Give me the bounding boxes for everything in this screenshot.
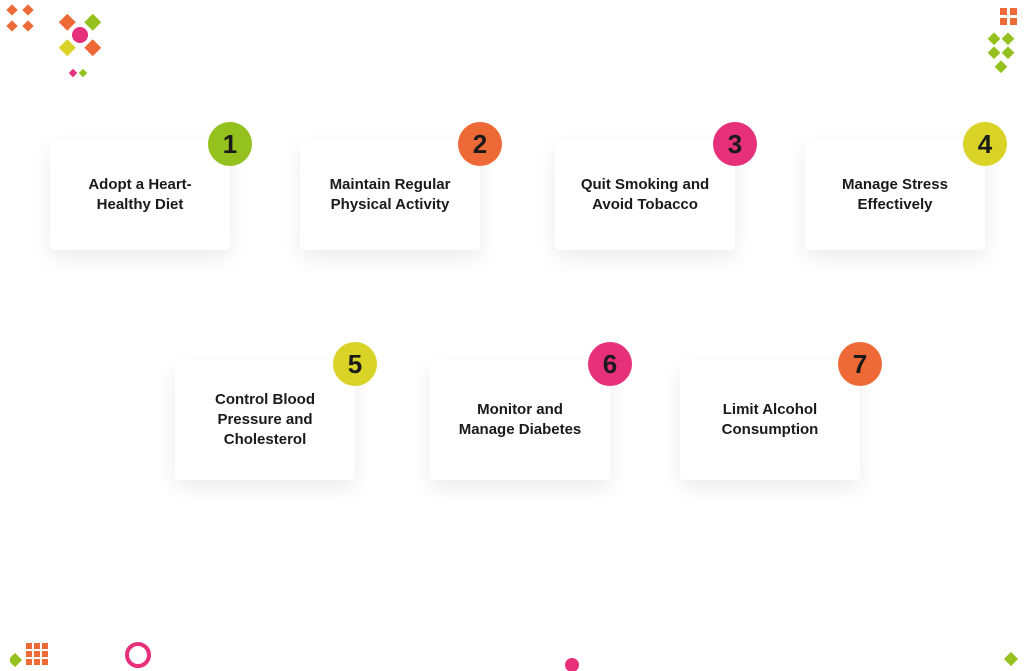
step-card-3: Quit Smoking and Avoid Tobacco bbox=[555, 140, 735, 250]
step-number: 6 bbox=[603, 349, 617, 380]
step-card-2: Maintain Regular Physical Activity bbox=[300, 140, 480, 250]
step-badge-6: 6 bbox=[588, 342, 632, 386]
step-badge-2: 2 bbox=[458, 122, 502, 166]
step-label: Adopt a Heart-Healthy Diet bbox=[72, 175, 208, 216]
deco-top-right bbox=[960, 0, 1024, 90]
deco-bottom-right bbox=[994, 640, 1024, 671]
step-label: Control Blood Pressure and Cholesterol bbox=[197, 390, 333, 451]
step-badge-4: 4 bbox=[963, 122, 1007, 166]
deco-top-left bbox=[0, 0, 140, 100]
step-label: Maintain Regular Physical Activity bbox=[322, 175, 458, 216]
deco-bottom-center bbox=[560, 647, 584, 671]
step-label: Quit Smoking and Avoid Tobacco bbox=[577, 175, 713, 216]
step-number: 7 bbox=[853, 349, 867, 380]
step-badge-1: 1 bbox=[208, 122, 252, 166]
step-badge-7: 7 bbox=[838, 342, 882, 386]
step-number: 4 bbox=[978, 129, 992, 160]
step-badge-3: 3 bbox=[713, 122, 757, 166]
step-card-5: Control Blood Pressure and Cholesterol bbox=[175, 360, 355, 480]
step-card-7: Limit Alcohol Consumption bbox=[680, 360, 860, 480]
step-label: Monitor and Manage Diabetes bbox=[452, 400, 588, 441]
step-badge-5: 5 bbox=[333, 342, 377, 386]
step-number: 1 bbox=[223, 129, 237, 160]
step-label: Limit Alcohol Consumption bbox=[702, 400, 838, 441]
step-card-1: Adopt a Heart-Healthy Diet bbox=[50, 140, 230, 250]
infographic-canvas: Adopt a Heart-Healthy Diet 1 Maintain Re… bbox=[0, 0, 1024, 671]
step-label: Manage Stress Effectively bbox=[827, 175, 963, 216]
step-number: 5 bbox=[348, 349, 362, 380]
step-number: 2 bbox=[473, 129, 487, 160]
step-card-6: Monitor and Manage Diabetes bbox=[430, 360, 610, 480]
deco-bottom-left bbox=[10, 615, 170, 671]
step-number: 3 bbox=[728, 129, 742, 160]
step-card-4: Manage Stress Effectively bbox=[805, 140, 985, 250]
